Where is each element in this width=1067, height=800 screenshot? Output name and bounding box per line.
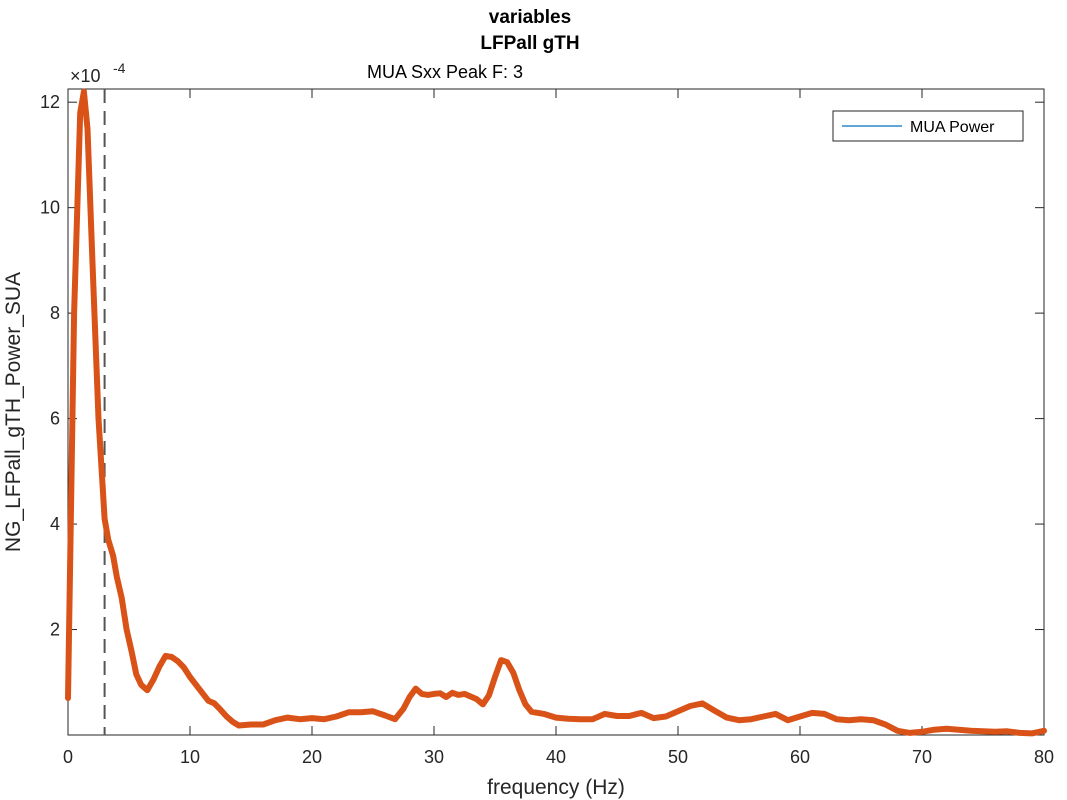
chart-subtitle: MUA Sxx Peak F: 3 (367, 62, 523, 82)
x-tick-label: 20 (302, 747, 322, 767)
svg-text:-4: -4 (113, 60, 126, 76)
chart-title-line-1: variables (489, 7, 571, 28)
y-exponent-label: ×10 -4 (70, 60, 126, 86)
y-tick-label: 8 (50, 303, 60, 323)
chart-title-line-2: LFPall gTH (480, 33, 579, 54)
x-tick-label: 0 (63, 747, 73, 767)
plot-area (67, 88, 1045, 736)
y-tick-label: 2 (50, 620, 60, 640)
x-tick-label: 60 (790, 747, 810, 767)
x-axis-ticks: 0 10 20 30 40 50 60 70 80 (63, 89, 1054, 767)
series-line-lfp-power (65, 88, 1047, 737)
series-layer (65, 88, 1047, 737)
svg-text:×10: ×10 (70, 66, 101, 86)
y-tick-label: 10 (40, 198, 60, 218)
x-tick-label: 30 (424, 747, 444, 767)
x-tick-label: 10 (180, 747, 200, 767)
y-axis-ticks: 2 4 6 8 10 12 (40, 92, 1044, 640)
y-tick-label: 12 (40, 92, 60, 112)
legend: MUA Power (832, 110, 1024, 142)
y-tick-label: 4 (50, 514, 60, 534)
x-tick-label: 80 (1034, 747, 1054, 767)
y-tick-label: 6 (50, 409, 60, 429)
x-tick-label: 70 (912, 747, 932, 767)
x-tick-label: 40 (546, 747, 566, 767)
x-tick-label: 50 (668, 747, 688, 767)
x-axis-label: frequency (Hz) (487, 776, 625, 799)
legend-label-mua-power: MUA Power (910, 119, 995, 136)
y-axis-label: NG_LFPall_gTH_Power_SUA (2, 272, 25, 552)
